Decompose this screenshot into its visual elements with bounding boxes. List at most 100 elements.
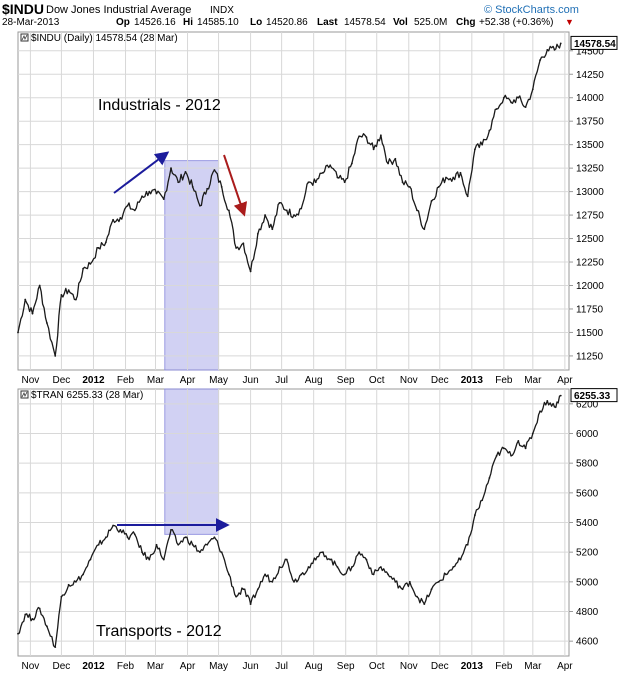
low-value: 14520.86 [266, 17, 308, 28]
x-tick-label: Oct [369, 375, 385, 386]
y-tick-label: 12000 [576, 281, 604, 292]
data-point [271, 580, 274, 583]
x-tick-label: Feb [117, 375, 135, 386]
data-point [459, 558, 462, 561]
data-point [17, 331, 19, 334]
y-tick-label: 12500 [576, 234, 604, 245]
x-tick-label: Nov [400, 661, 418, 672]
x-tick-label: 2012 [82, 375, 105, 386]
data-point [437, 580, 440, 583]
data-point [235, 595, 238, 598]
data-point [314, 558, 317, 561]
data-point [285, 209, 288, 212]
change-value: +52.38 (+0.36%) [479, 17, 554, 28]
data-point [89, 263, 92, 265]
y-tick-label: 5600 [576, 488, 599, 499]
change-arrow-icon: ▼ [565, 17, 574, 27]
change-label: Chg [456, 17, 476, 28]
data-point [97, 543, 100, 546]
data-point [235, 247, 238, 249]
data-point [148, 190, 151, 193]
last-value-tag-1 [570, 388, 618, 403]
x-tick-label: Apr [180, 375, 196, 386]
data-point [445, 573, 447, 576]
data-point [119, 217, 122, 219]
data-point [322, 551, 324, 554]
data-point [213, 536, 216, 539]
data-point [133, 533, 136, 536]
data-point [141, 195, 143, 198]
price-series-line-0 [17, 43, 562, 357]
data-point [191, 186, 194, 188]
y-tick-label: 5200 [576, 548, 599, 559]
y-tick-label: 13000 [576, 187, 604, 198]
data-point [365, 136, 368, 139]
data-point [379, 566, 382, 568]
data-point [17, 632, 19, 635]
data-point [155, 192, 158, 195]
data-point [539, 410, 541, 413]
data-point [199, 551, 201, 554]
data-point [481, 143, 484, 146]
data-point [459, 171, 462, 174]
data-point [74, 580, 77, 583]
data-point [213, 169, 216, 171]
data-point [343, 573, 346, 576]
data-point [38, 607, 41, 610]
y-tick-label: 13250 [576, 164, 604, 175]
x-tick-label: Apr [557, 661, 573, 672]
last-value-label: 6255.33 [574, 391, 611, 402]
last-label: Last [317, 17, 338, 28]
data-point [227, 209, 230, 212]
data-point [46, 322, 48, 324]
legend-label: $INDU (Daily) 14578.54 (28 Mar) [31, 33, 178, 44]
data-point [517, 96, 520, 99]
data-point [531, 88, 534, 91]
data-point [546, 399, 549, 402]
data-point [343, 181, 346, 184]
panel-annotation: Transports - 2012 [96, 623, 222, 640]
legend-label: $TRAN 6255.33 (28 Mar) [31, 390, 143, 401]
last-value-tag-0 [570, 35, 618, 50]
data-point [177, 181, 180, 184]
data-point [220, 186, 223, 188]
data-point [474, 514, 476, 516]
x-tick-label: Mar [524, 375, 542, 386]
data-point [559, 394, 562, 397]
data-point [104, 536, 107, 539]
data-point [401, 181, 404, 184]
data-point [351, 566, 353, 568]
data-point [524, 106, 527, 109]
x-tick-label: Dec [431, 661, 449, 672]
data-point [466, 195, 469, 198]
data-point [524, 447, 527, 450]
y-tick-label: 4600 [576, 637, 599, 648]
brand-link[interactable]: © StockCharts.com [484, 4, 579, 16]
data-point [89, 558, 92, 561]
data-point [293, 580, 295, 583]
data-point [481, 499, 484, 502]
data-point [358, 135, 361, 138]
data-point [452, 176, 455, 179]
data-point [155, 543, 158, 546]
data-point [206, 187, 209, 190]
y-tick-label: 6200 [576, 399, 599, 410]
data-point [199, 204, 201, 207]
x-tick-label: Jun [243, 661, 259, 672]
y-tick-label: 11250 [576, 351, 604, 362]
data-point [546, 48, 549, 51]
data-point [278, 566, 281, 568]
data-point [553, 405, 556, 408]
data-point [141, 551, 143, 554]
data-point [249, 270, 252, 273]
x-tick-label: Dec [53, 375, 71, 386]
data-point [379, 134, 382, 137]
data-point [488, 129, 491, 132]
data-point [242, 242, 245, 245]
y-tick-label: 5800 [576, 459, 599, 470]
data-point [74, 298, 77, 301]
x-tick-label: Sep [337, 661, 355, 672]
x-tick-label: Sep [337, 375, 355, 386]
data-point [351, 162, 353, 165]
